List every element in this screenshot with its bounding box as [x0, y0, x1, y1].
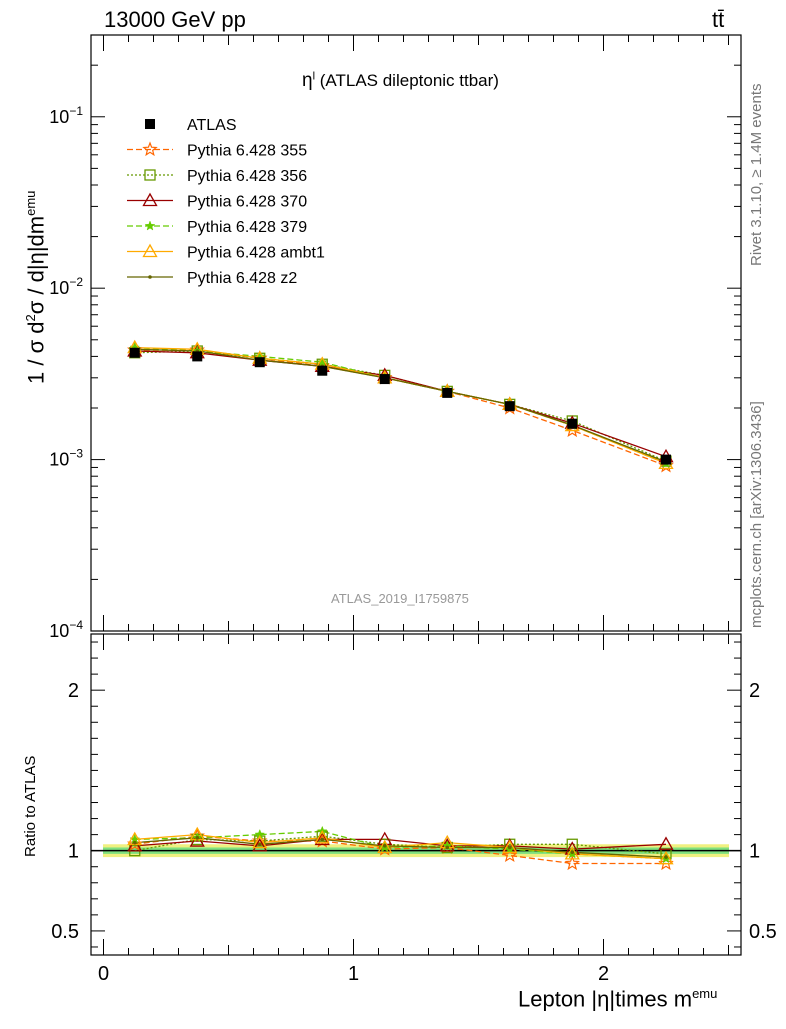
- xlabel-part-a: Lepton |η|times m: [518, 986, 693, 1012]
- main-y-axis-label: 1 / σ d2σ / d|η|dmemu: [23, 191, 49, 384]
- x-axis-label: Lepton |η|times memu: [518, 986, 717, 1012]
- legend-marker-pythia-6-428-379: [144, 220, 156, 231]
- ylabel-sup-1: 2: [23, 314, 38, 322]
- energy-label: 13000 GeV pp: [104, 7, 246, 32]
- ratio-point-pythia-6-428-z2: [320, 837, 325, 842]
- ratio-point-pythia-6-428-z2: [445, 845, 450, 850]
- main-line-pythia-6-428-379: [134, 346, 667, 465]
- ratio-point-pythia-6-428-z2: [195, 836, 200, 840]
- ratio-y-tick-label-right: 0.5: [749, 921, 777, 943]
- ratio-point-pythia-6-428-ambt1: [377, 839, 393, 854]
- main-point-atlas: [192, 351, 203, 362]
- analysis-watermark: ATLAS_2019_I1759875: [331, 591, 469, 606]
- ratio-point-pythia-6-428-370: [658, 836, 674, 850]
- legend-marker-pythia-6-428-ambt1: [142, 243, 158, 258]
- ratio-point-pythia-6-428-z2: [507, 845, 512, 850]
- ratio-point-pythia-6-428-355: [502, 847, 518, 863]
- ratio-y-tick-label-right: 1: [749, 841, 760, 863]
- legend-label-pythia-6-428-ambt1: Pythia 6.428 ambt1: [187, 245, 325, 262]
- legend-label-pythia-6-428-370: Pythia 6.428 370: [187, 194, 307, 211]
- x-tick-label: 0: [98, 963, 109, 985]
- legend-label-atlas: ATLAS: [187, 117, 237, 134]
- main-point-pythia-6-428-379: [316, 356, 328, 367]
- ylabel-part-b: σ / d|η|dm: [23, 215, 49, 315]
- ratio-point-pythia-6-428-z2: [132, 840, 137, 845]
- ylabel-sup-2: emu: [23, 190, 38, 216]
- xlabel-sup: emu: [692, 986, 718, 1001]
- ratio-point-pythia-6-428-z2: [570, 850, 575, 855]
- ratio-point-pythia-6-428-ambt1: [252, 834, 268, 849]
- main-point-atlas: [254, 357, 265, 368]
- ratio-y-tick-label: 1: [68, 841, 79, 863]
- ratio-point-pythia-6-428-z2: [257, 842, 262, 847]
- main-line-pythia-6-428-ambt1: [134, 346, 667, 465]
- ratio-point-pythia-6-428-ambt1: [658, 850, 674, 865]
- x-tick-label: 1: [348, 963, 359, 985]
- ratio-point-pythia-6-428-ambt1: [314, 830, 330, 844]
- ratio-point-pythia-6-428-370: [189, 833, 205, 847]
- main-y-tick-label: 10−4: [49, 618, 83, 641]
- ratio-y-axis-label: Ratio to ATLAS: [22, 755, 39, 857]
- main-point-atlas: [442, 387, 453, 398]
- ratio-point-pythia-6-428-370: [314, 831, 330, 846]
- ratio-point-pythia-6-428-355: [564, 855, 580, 871]
- ratio-point-pythia-6-428-ambt1: [502, 839, 518, 854]
- legend-marker-pythia-6-428-z2: [148, 275, 152, 279]
- plot-title-main: η: [302, 70, 313, 91]
- ratio-point-pythia-6-428-z2: [664, 855, 668, 859]
- legend-marker-pythia-6-428-355: [142, 141, 158, 157]
- ratio-y-tick-label: 0.5: [51, 921, 79, 943]
- process-label: tt̄: [712, 7, 725, 32]
- main-point-atlas: [567, 418, 578, 429]
- legend-marker-pythia-6-428-356: [144, 169, 156, 181]
- ratio-point-pythia-6-428-z2: [382, 844, 387, 848]
- main-point-atlas: [317, 365, 328, 376]
- plot-title: ηl (ATLAS dileptonic ttbar): [302, 70, 499, 92]
- main-point-atlas: [379, 374, 390, 385]
- ylabel-part-a: 1 / σ d: [23, 321, 49, 385]
- main-point-atlas: [661, 454, 671, 465]
- main-y-tick-label: 10−2: [49, 275, 83, 298]
- ratio-y-tick-label-right: 2: [749, 680, 760, 702]
- mcplots-citation-label: mcplots.cern.ch [arXiv:1306.3436]: [748, 401, 765, 628]
- legend-marker-atlas: [145, 119, 155, 129]
- ratio-y-tick-label: 2: [68, 680, 79, 702]
- main-line-pythia-6-428-z2: [134, 348, 667, 463]
- legend-label-pythia-6-428-379: Pythia 6.428 379: [187, 219, 307, 236]
- main-line-pythia-6-428-355: [134, 349, 667, 467]
- ratio-point-pythia-6-428-ambt1: [564, 846, 580, 860]
- legend-label-pythia-6-428-z2: Pythia 6.428 z2: [187, 270, 297, 287]
- main-line-pythia-6-428-356: [134, 350, 667, 462]
- main-point-atlas: [504, 401, 515, 412]
- plot-title-sup: l: [312, 70, 316, 83]
- main-y-tick-label: 10−3: [49, 447, 83, 470]
- ratio-plot-frame: [90, 633, 742, 956]
- plot-title-rest: (ATLAS dileptonic ttbar): [315, 71, 499, 90]
- main-point-atlas: [129, 347, 140, 358]
- legend-label-pythia-6-428-355: Pythia 6.428 355: [187, 143, 307, 160]
- legend-marker-pythia-6-428-370: [142, 192, 158, 207]
- main-line-pythia-6-428-370: [134, 350, 667, 458]
- rivet-version-label: Rivet 3.1.10, ≥ 1.4M events: [748, 83, 765, 267]
- x-tick-label: 2: [598, 963, 609, 985]
- main-plot-frame: [90, 34, 742, 632]
- ratio-point-pythia-6-428-370: [127, 838, 143, 852]
- main-y-tick-label: 10−1: [49, 104, 83, 127]
- ratio-point-pythia-6-428-370: [252, 838, 268, 852]
- legend-label-pythia-6-428-356: Pythia 6.428 356: [187, 168, 307, 185]
